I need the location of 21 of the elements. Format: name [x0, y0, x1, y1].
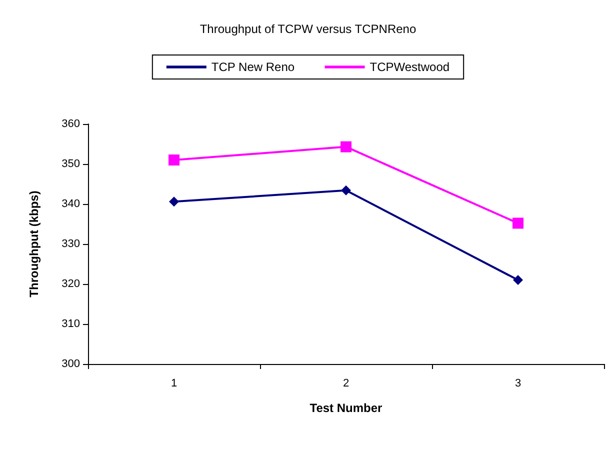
y-axis-title: Throughput (kbps) — [27, 190, 41, 298]
point — [169, 196, 179, 207]
x-tick-label: 3 — [514, 378, 522, 390]
y-tick-label: 340 — [62, 198, 80, 210]
point — [512, 218, 524, 229]
y-tick-label: 350 — [62, 158, 80, 170]
point — [513, 275, 523, 285]
y-tick-label: 310 — [62, 318, 80, 330]
point — [341, 185, 351, 196]
y-tick-label: 360 — [62, 118, 80, 130]
x-tick-label: 2 — [342, 378, 350, 390]
x-axis-title: Test Number — [310, 401, 383, 415]
point — [168, 154, 180, 166]
y-tick-label: 330 — [62, 238, 80, 250]
chart-title: Throughput of TCPW versus TCPNReno — [200, 22, 416, 36]
legend-label: TCP New Reno — [211, 60, 295, 74]
legend-label: TCPWestwood — [370, 60, 450, 74]
point — [340, 141, 352, 152]
x-tick-label: 1 — [170, 378, 178, 390]
y-tick-label: 320 — [62, 278, 80, 290]
y-tick-label: 300 — [62, 358, 80, 370]
